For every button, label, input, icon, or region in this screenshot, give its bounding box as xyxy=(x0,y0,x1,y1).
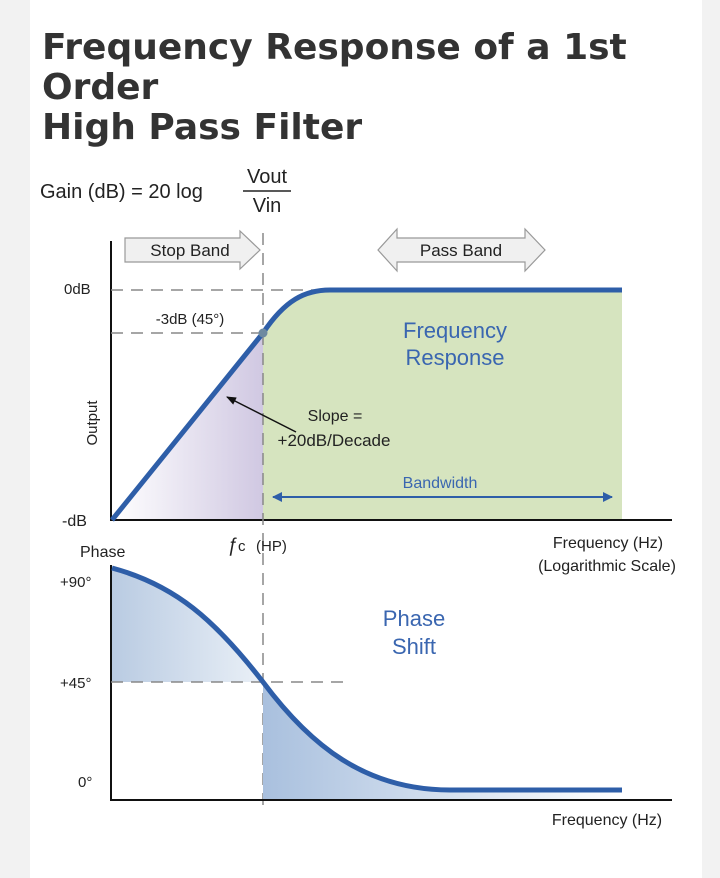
phase-shift-label-2: Shift xyxy=(392,634,436,659)
phase-fill-lower xyxy=(263,682,622,800)
fc-symbol: ƒ xyxy=(227,535,238,556)
gain-plot: Stop Band Pass Band 0dB -dB Output -3dB … xyxy=(62,227,676,805)
gain-x-axis-label-2: (Logarithmic Scale) xyxy=(538,558,676,575)
phase-title: Phase xyxy=(80,544,125,561)
pass-band-fill xyxy=(263,290,622,520)
phase-curve xyxy=(111,565,622,793)
phase-plot: Phase +90° +45° 0° Phase Shift Frequency… xyxy=(60,544,672,829)
y-axis-title: Output xyxy=(84,400,101,446)
phase-x-axis-label: Frequency (Hz) xyxy=(552,812,662,829)
phase-fill-upper xyxy=(112,568,263,682)
pass-band-arrow xyxy=(377,227,546,273)
article-title: Frequency Response of a 1st Order High P… xyxy=(42,28,692,148)
frequency-response-label-2: Response xyxy=(405,345,504,370)
formula-prefix: Gain (dB) = 20 log xyxy=(40,181,203,203)
gain-formula: Gain (dB) = 20 log Vout Vin xyxy=(40,166,291,217)
stop-band-label: Stop Band xyxy=(150,241,229,260)
bandwidth-label: Bandwidth xyxy=(403,475,478,492)
pass-band-label: Pass Band xyxy=(420,241,502,260)
title-line-1: Frequency Response of a 1st Order xyxy=(42,27,627,108)
fc-subscript: c xyxy=(238,538,246,555)
slope-label-1: Slope = xyxy=(308,408,363,425)
slope-pointer-arrow xyxy=(226,396,297,433)
fc-suffix: (HP) xyxy=(256,538,287,555)
formula-denominator: Vin xyxy=(253,195,282,217)
cutoff-point xyxy=(258,328,268,338)
phase-y-label-0: 0° xyxy=(78,774,92,791)
cutoff-point-label: -3dB (45°) xyxy=(156,311,225,328)
phase-y-label-90: +90° xyxy=(60,574,91,591)
stop-band-arrow xyxy=(124,229,261,271)
phase-y-label-45: +45° xyxy=(60,675,91,692)
y-label-0db: 0dB xyxy=(64,281,91,298)
y-label-minus-db: -dB xyxy=(62,513,87,530)
phase-shift-label-1: Phase xyxy=(383,606,445,631)
frequency-response-label-1: Frequency xyxy=(403,318,507,343)
formula-numerator: Vout xyxy=(247,166,287,188)
gain-x-axis-label-1: Frequency (Hz) xyxy=(553,535,663,552)
slope-label-2: +20dB/Decade xyxy=(278,431,391,450)
title-line-2: High Pass Filter xyxy=(42,107,363,148)
